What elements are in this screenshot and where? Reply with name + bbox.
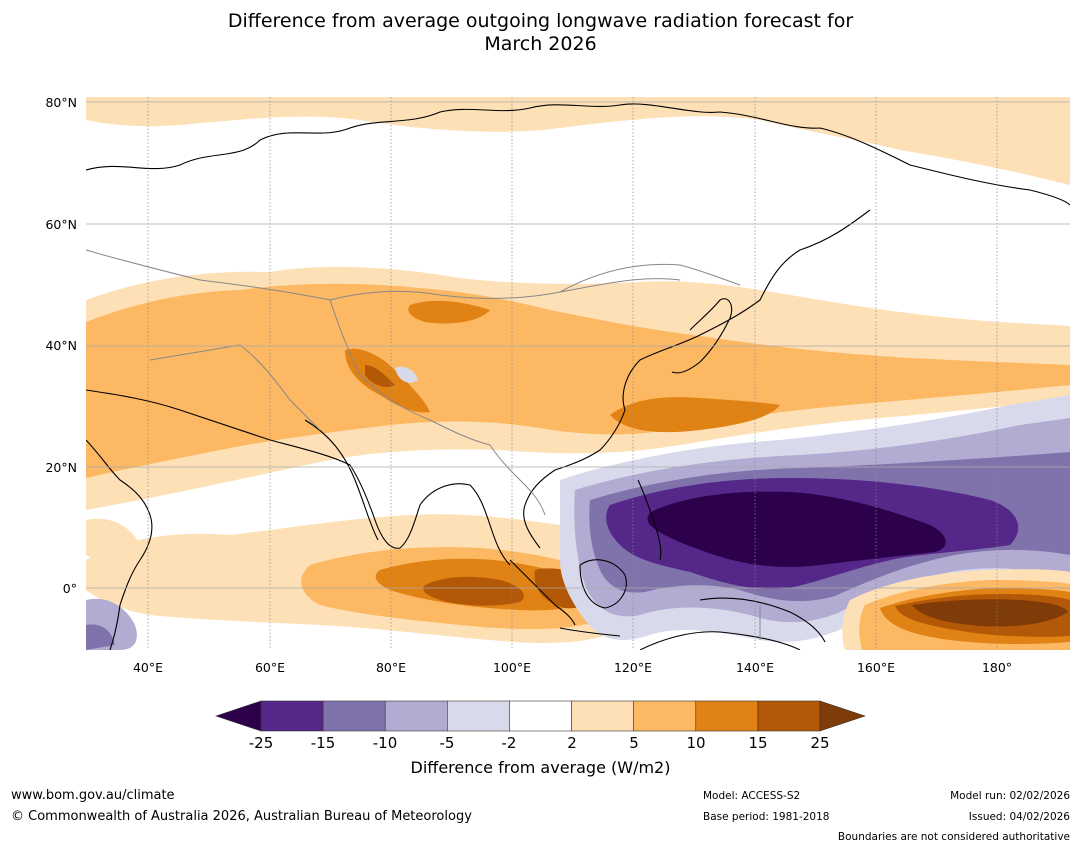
colorbar-tick: 10 — [686, 734, 706, 752]
coastline-japan — [671, 298, 733, 374]
footer-copyright: © Commonwealth of Australia 2026, Austra… — [11, 809, 472, 824]
colorbar-cell — [260, 700, 324, 732]
footer-base-period: Base period: 1981-2018 — [703, 811, 830, 823]
lat-label-20n: 20°N — [45, 460, 77, 475]
coastline-east-asia — [523, 209, 871, 549]
colorbar-cell — [695, 700, 759, 732]
border-southeast-asia — [489, 444, 546, 516]
colorbar-extend-low — [215, 700, 262, 732]
coastline-new-guinea — [699, 597, 826, 643]
country-borders — [86, 249, 761, 640]
colorbar-cell — [322, 700, 386, 732]
colorbar — [215, 700, 866, 732]
footer-issued: Issued: 04/02/2026 — [968, 811, 1070, 823]
border-middle-east — [149, 344, 321, 431]
border-russia-mongolia — [559, 263, 741, 293]
title-line-1: Difference from average outgoing longwav… — [227, 10, 854, 32]
colorbar-cell — [384, 700, 448, 732]
colorbar-tick: -5 — [439, 734, 455, 752]
coastline-philippines — [637, 479, 662, 561]
lon-label-120e: 120°E — [613, 660, 652, 675]
border-china-north — [329, 278, 681, 301]
latitude-gridlines — [86, 101, 1070, 589]
colorbar-tick: 2 — [567, 734, 577, 752]
map-plot-area — [86, 97, 1070, 650]
colorbar-tick: 15 — [748, 734, 768, 752]
anomaly-region-south-pacific-core — [912, 599, 1068, 627]
lat-label-0: 0° — [62, 581, 77, 596]
anomaly-region-indian-ocean-core — [423, 576, 524, 606]
anomaly-region-arctic-east — [980, 97, 1070, 160]
lon-label-180: 180° — [981, 660, 1013, 675]
lon-label-100e: 100°E — [492, 660, 531, 675]
footer-model-run: Model run: 02/02/2026 — [950, 790, 1070, 802]
colorbar-tick: -25 — [248, 734, 274, 752]
anomaly-region-africa-negative-core — [86, 624, 115, 650]
colorbar-label: Difference from average (W/m2) — [410, 758, 671, 777]
border-china-west — [329, 299, 491, 446]
anomaly-region-west-pacific-core — [647, 491, 946, 567]
border-kazakhstan — [86, 249, 331, 301]
coastline-arctic — [86, 103, 1070, 206]
coastline-sumatra — [509, 559, 576, 626]
colorbar-cells — [260, 700, 821, 732]
coastline-borneo — [579, 559, 627, 609]
lon-label-40e: 40°E — [132, 660, 164, 675]
lon-label-160e: 160°E — [856, 660, 895, 675]
colorbar-tick: -2 — [501, 734, 517, 752]
anomaly-region-east-china-sea — [610, 397, 780, 433]
footer-disclaimer: Boundaries are not considered authoritat… — [837, 831, 1070, 843]
lon-label-80e: 80°E — [375, 660, 407, 675]
lat-label-40n: 40°N — [45, 338, 77, 353]
coastline-south-asia — [86, 389, 511, 566]
anomaly-region-himalaya-negative — [395, 366, 418, 383]
anomaly-region-arctic — [86, 97, 1070, 185]
lat-label-80n: 80°N — [45, 95, 77, 110]
anomaly-region-mongolia — [408, 300, 490, 324]
title-line-2: March 2026 — [484, 33, 597, 55]
coastline-india — [304, 419, 379, 541]
colorbar-tick: -15 — [310, 734, 336, 752]
colorbar-tick: -10 — [372, 734, 398, 752]
coastline-australia — [639, 631, 801, 650]
coastline-java — [559, 627, 621, 637]
gridlines — [147, 97, 998, 650]
colorbar-cell — [509, 700, 572, 732]
coastline-africa — [86, 439, 153, 650]
colorbar-cell — [571, 700, 634, 732]
colorbar-cell — [447, 700, 510, 732]
anomaly-region-central-asia-mid — [86, 283, 1070, 478]
anomaly-region-africa-east — [86, 518, 140, 562]
colorbar-tick: 25 — [810, 734, 830, 752]
anomaly-region-tibet-core — [365, 365, 395, 387]
lon-label-60e: 60°E — [254, 660, 286, 675]
footer-model: Model: ACCESS-S2 — [703, 790, 801, 802]
colorbar-tick: 5 — [629, 734, 639, 752]
footer-website: www.bom.gov.au/climate — [11, 788, 175, 803]
coastlines — [86, 103, 1070, 650]
colorbar-extend-high — [819, 700, 866, 732]
colorbar-cell — [757, 700, 821, 732]
chart-title: Difference from average outgoing longwav… — [0, 10, 1081, 56]
lon-label-140e: 140°E — [735, 660, 774, 675]
lat-label-60n: 60°N — [45, 217, 77, 232]
colorbar-cell — [633, 700, 697, 732]
